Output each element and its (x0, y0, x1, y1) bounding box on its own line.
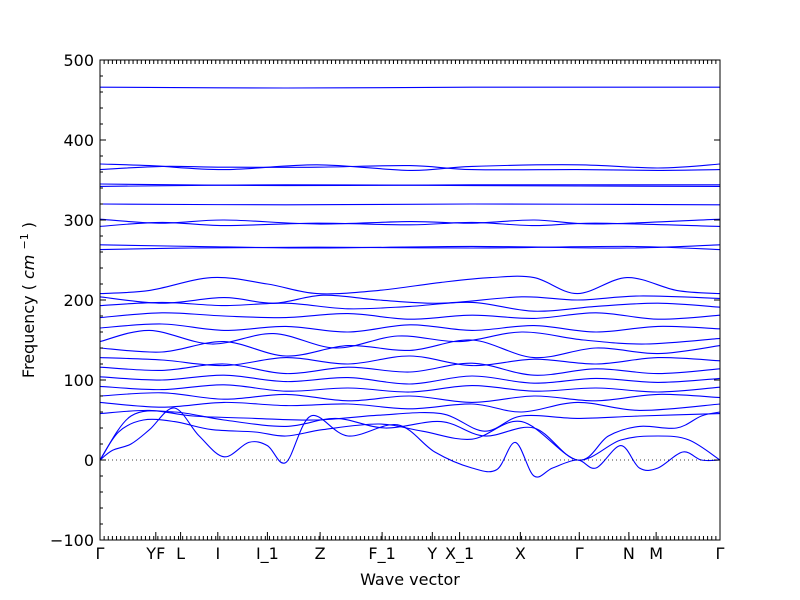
band-line-21 (99, 384, 721, 393)
x-tick-label: I_1 (256, 544, 279, 564)
x-tick-label: Γ (716, 544, 725, 563)
band-line-23 (99, 401, 721, 413)
y-tick-label: 100 (63, 371, 94, 390)
x-tick-label: I (215, 544, 220, 563)
x-axis: Γ YF L I I_1 Z F_1 Y X_1 X Γ N M Γ (96, 60, 725, 564)
y-tick-label: −100 (50, 531, 94, 550)
x-tick-label: X_1 (445, 544, 474, 564)
band-line-10 (99, 245, 721, 251)
band-line-13 (99, 301, 721, 312)
y-axis: −100 0 100 200 300 400 500 (50, 51, 720, 550)
band-line-15 (99, 323, 721, 333)
x-tick-label: Z (315, 544, 326, 563)
plot-frame (99, 59, 721, 541)
x-tick-label: X (515, 544, 526, 563)
y-tick-label: 500 (63, 51, 94, 70)
band-line-7 (99, 218, 721, 225)
band-line-25 (99, 411, 721, 461)
x-tick-label: L (176, 544, 185, 563)
x-tick-label: Y (426, 544, 437, 563)
band-line-3 (99, 164, 721, 171)
y-axis-label-paren-close: ) (19, 222, 38, 228)
band-line-26 (99, 407, 721, 478)
y-tick-label: 300 (63, 211, 94, 230)
band-line-20 (99, 374, 721, 385)
band-line-27 (99, 410, 721, 461)
y-tick-label: 0 (84, 451, 94, 470)
band-line-22 (99, 392, 721, 403)
y-tick-label: 200 (63, 291, 94, 310)
band-line-2 (99, 163, 721, 171)
y-axis-label: Frequency ( cm −1 ) (13, 222, 38, 378)
band-line-12 (99, 294, 721, 304)
band-series-group (99, 86, 721, 478)
x-tick-label: YF (145, 544, 165, 563)
y-axis-label-main: Frequency (19, 295, 38, 378)
band-line-19 (99, 362, 721, 376)
y-axis-label-unit: cm (19, 255, 38, 279)
band-line-24 (99, 409, 721, 432)
band-line-17 (99, 339, 721, 359)
band-line-14 (99, 312, 721, 320)
band-line-8 (99, 221, 721, 227)
y-axis-label-paren-open: ( (19, 284, 38, 290)
band-line-16 (99, 329, 721, 349)
x-tick-label: Γ (575, 544, 584, 563)
x-tick-label: Γ (96, 544, 105, 563)
x-tick-label: N (623, 544, 635, 563)
x-axis-label: Wave vector (360, 570, 460, 589)
band-line-9 (99, 244, 721, 249)
band-line-1 (99, 86, 721, 89)
y-axis-label-exponent: −1 (18, 233, 31, 249)
x-tick-label: M (649, 544, 663, 563)
y-tick-label: 400 (63, 131, 94, 150)
band-line-11 (99, 275, 721, 295)
band-line-6 (99, 203, 721, 206)
band-line-18 (99, 355, 721, 367)
x-tick-label: F_1 (368, 544, 395, 564)
band-line-5 (99, 184, 721, 187)
